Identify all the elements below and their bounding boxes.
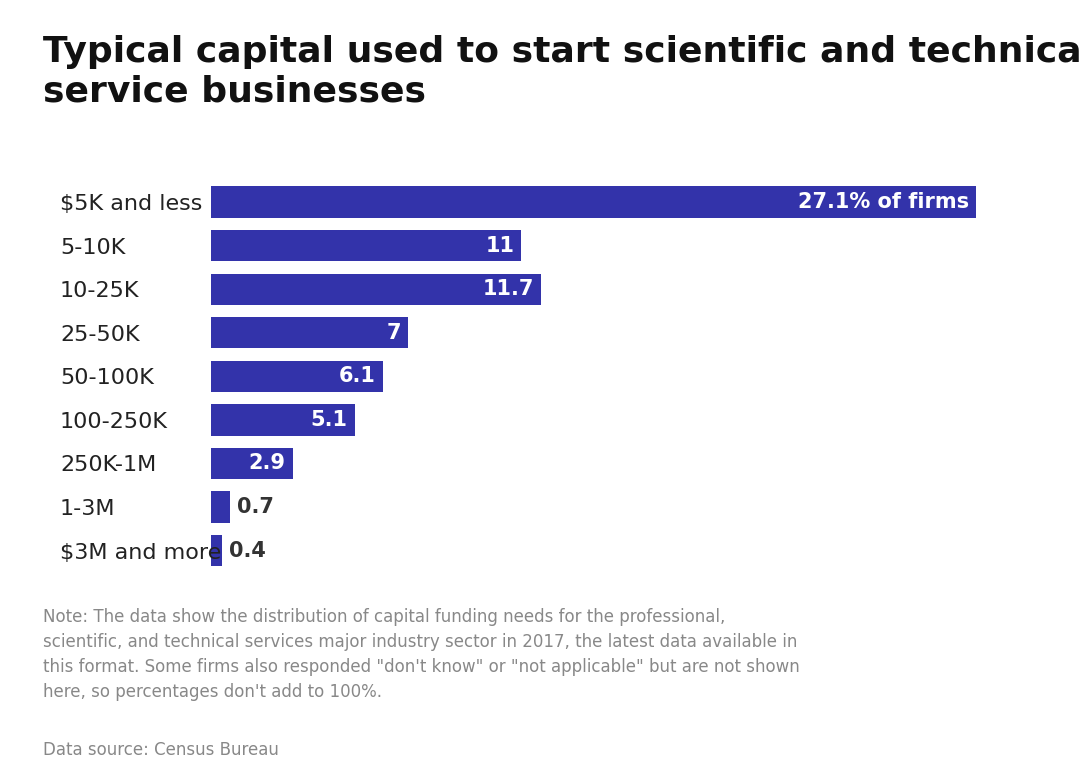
Text: 27.1% of firms: 27.1% of firms	[798, 192, 970, 212]
Bar	[211, 274, 541, 305]
Bar	[211, 405, 354, 436]
Text: 7: 7	[387, 323, 402, 343]
Bar	[211, 492, 230, 523]
Bar	[211, 361, 383, 392]
Text: 11: 11	[485, 236, 514, 256]
Bar	[211, 317, 408, 348]
Text: Data source: Census Bureau: Data source: Census Bureau	[43, 741, 279, 759]
Text: 0.7: 0.7	[238, 497, 274, 517]
Bar	[211, 535, 221, 566]
Text: Typical capital used to start scientific and technical
service businesses: Typical capital used to start scientific…	[43, 35, 1080, 109]
Text: 2.9: 2.9	[248, 453, 285, 474]
Bar	[211, 448, 293, 479]
Text: 0.4: 0.4	[229, 540, 266, 561]
Text: Note: The data show the distribution of capital funding needs for the profession: Note: The data show the distribution of …	[43, 608, 800, 701]
Text: 11.7: 11.7	[483, 279, 535, 299]
Bar	[211, 187, 976, 218]
Bar	[211, 230, 522, 261]
Text: 6.1: 6.1	[339, 366, 376, 387]
Text: 5.1: 5.1	[311, 410, 348, 430]
